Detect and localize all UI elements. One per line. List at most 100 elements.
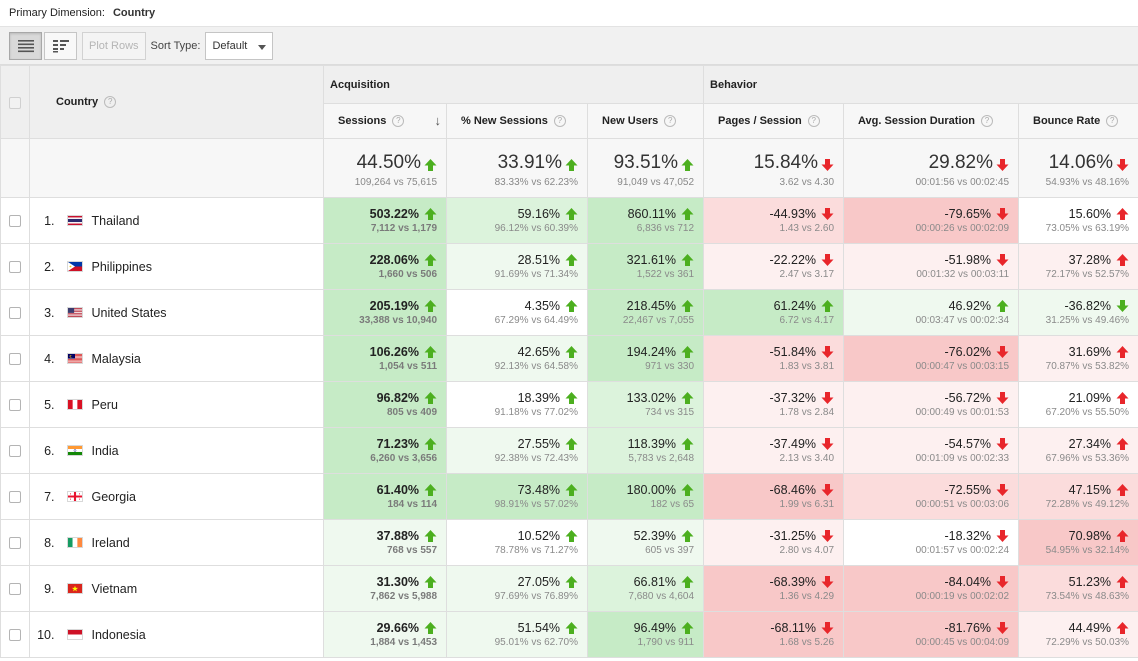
row-checkbox[interactable]: [9, 537, 21, 550]
arrow-up-icon: [681, 621, 694, 635]
arrow-up-icon: [1116, 253, 1129, 267]
metric-detail: 98.91% vs 57.02%: [494, 499, 579, 510]
metric-detail: 92.38% vs 72.43%: [494, 453, 579, 464]
avg-session-duration-header[interactable]: Avg. Session Duration?: [843, 103, 1020, 139]
row-select-cell: [0, 289, 30, 336]
country-link[interactable]: Vietnam: [91, 581, 138, 596]
country-link[interactable]: Ireland: [91, 535, 130, 550]
row-checkbox[interactable]: [9, 491, 21, 504]
metric-value: 218.45%: [626, 299, 677, 313]
arrow-up-icon: [681, 253, 694, 267]
row-checkbox[interactable]: [9, 261, 21, 274]
metric-value: -56.72%: [944, 391, 992, 405]
list-view-icon: [17, 39, 34, 52]
comparison-view-icon: [52, 39, 69, 52]
row-select-cell: [0, 565, 30, 612]
new-users-header[interactable]: New Users?: [587, 103, 705, 139]
metric-detail: 54.95% vs 32.14%: [1045, 545, 1130, 556]
country-cell: Peru: [66, 381, 325, 428]
avg-session-duration-cell: -18.32% 00:01:57 vs 00:02:24: [843, 519, 1020, 566]
country-link[interactable]: India: [91, 443, 119, 458]
metric-value: 96.82%: [376, 391, 420, 405]
pct-new-sessions-cell: 42.65% 92.13% vs 64.58%: [446, 335, 589, 382]
metric-value: -37.32%: [769, 391, 817, 405]
thailand-flag: [66, 215, 83, 226]
pages-session-cell: -51.84% 1.83 vs 3.81: [703, 335, 845, 382]
bounce-rate-cell: -36.82% 31.25% vs 49.46%: [1018, 289, 1138, 336]
arrow-up-icon: [424, 299, 437, 313]
arrow-down-icon: [996, 207, 1009, 221]
row-checkbox[interactable]: [9, 215, 21, 228]
sessions-cell: 61.40% 184 vs 114: [323, 473, 448, 520]
country-link[interactable]: Peru: [91, 397, 118, 412]
row-checkbox[interactable]: [9, 399, 21, 412]
help-icon[interactable]: ?: [392, 115, 405, 128]
sessions-cell: 205.19% 33,388 vs 10,940: [323, 289, 448, 336]
help-icon[interactable]: ?: [1106, 115, 1119, 128]
arrow-up-icon: [996, 299, 1009, 313]
row-rank: 4.: [29, 335, 67, 382]
summary-blank-cell: [28, 138, 325, 198]
bounce-rate-cell: 27.34% 67.96% vs 53.36%: [1018, 427, 1138, 474]
select-all-checkbox[interactable]: [9, 96, 21, 109]
metric-value: 321.61%: [626, 253, 677, 267]
row-checkbox[interactable]: [9, 445, 21, 458]
country-link[interactable]: Malaysia: [91, 351, 141, 366]
pages-session-cell: -22.22% 2.47 vs 3.17: [703, 243, 845, 290]
help-icon[interactable]: ?: [980, 115, 993, 128]
metric-detail: 184 vs 114: [387, 499, 438, 510]
metric-value: -68.11%: [770, 621, 817, 635]
metric-detail: 72.28% vs 49.12%: [1045, 499, 1130, 510]
row-select-cell: [0, 473, 30, 520]
table-row: 1. Thailand 503.22% 7,112 vs 1,179 59.16% 96.…: [0, 197, 1138, 244]
table-row: 10. Indonesia 29.66% 1,884 vs 1,453 51.54% 95…: [0, 611, 1138, 658]
summary-value: 15.84%: [753, 152, 819, 173]
arrow-down-icon: [996, 391, 1009, 405]
metric-detail: 00:00:51 vs 00:03:06: [915, 499, 1010, 510]
avg-session-duration-header-label: Avg. Session Duration: [858, 114, 975, 127]
summary-sessions: 44.50% 109,264 vs 75,615: [323, 138, 448, 198]
primary-dimension-country[interactable]: Country: [112, 7, 156, 19]
bounce-rate-header[interactable]: Bounce Rate?: [1018, 103, 1138, 139]
row-checkbox[interactable]: [9, 307, 21, 320]
arrow-up-icon: [565, 299, 578, 313]
arrow-up-icon: [681, 437, 694, 451]
plot-rows-button[interactable]: Plot Rows: [82, 31, 146, 60]
row-checkbox[interactable]: [9, 353, 21, 366]
pages-session-header[interactable]: Pages / Session?: [703, 103, 845, 139]
country-link[interactable]: United States: [91, 305, 167, 320]
country-link[interactable]: Indonesia: [91, 627, 146, 642]
behavior-group-header: Behavior: [703, 65, 1138, 104]
metric-detail: 605 vs 397: [645, 545, 695, 556]
row-checkbox[interactable]: [9, 583, 21, 596]
sessions-header[interactable]: Sessions? ↓: [323, 103, 448, 139]
country-link[interactable]: Thailand: [91, 213, 140, 228]
help-icon[interactable]: ?: [553, 115, 566, 128]
metric-detail: 768 vs 557: [386, 545, 438, 556]
metric-value: -31.25%: [769, 529, 817, 543]
metric-value: -76.02%: [944, 345, 992, 359]
help-icon[interactable]: ?: [807, 115, 820, 128]
pct-new-sessions-header[interactable]: % New Sessions?: [446, 103, 589, 139]
row-checkbox[interactable]: [9, 629, 21, 642]
summary-row: 44.50% 109,264 vs 75,615 33.91% 83.33% vs …: [0, 138, 1138, 198]
new-users-cell: 133.02% 734 vs 315: [587, 381, 705, 428]
metric-value: 71.23%: [376, 437, 420, 451]
metric-detail: 78.78% vs 71.27%: [494, 545, 579, 556]
table-view-button[interactable]: [9, 31, 42, 60]
country-link[interactable]: Georgia: [91, 489, 136, 504]
sessions-cell: 106.26% 1,054 vs 511: [323, 335, 448, 382]
country-link[interactable]: Philippines: [91, 259, 152, 274]
arrow-down-icon: [821, 437, 834, 451]
arrow-down-icon: [996, 437, 1009, 451]
help-icon[interactable]: ?: [104, 96, 117, 109]
country-header[interactable]: Country?: [28, 65, 325, 139]
arrow-up-icon: [681, 207, 694, 221]
help-icon[interactable]: ?: [664, 115, 677, 128]
metric-detail: 96.12% vs 60.39%: [494, 223, 579, 234]
pct-new-sessions-header-label: % New Sessions: [461, 114, 548, 127]
metric-detail: 31.25% vs 49.46%: [1045, 315, 1130, 326]
sort-type-select[interactable]: Default: [205, 31, 274, 60]
avg-session-duration-cell: 46.92% 00:03:47 vs 00:02:34: [843, 289, 1020, 336]
comparison-view-button[interactable]: [44, 31, 77, 60]
